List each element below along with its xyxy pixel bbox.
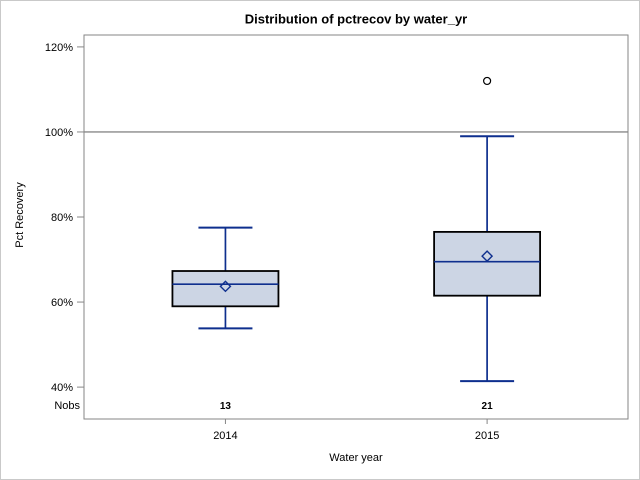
nobs-row-label: Nobs [54,400,80,412]
y-axis-title: Pct Recovery [14,182,26,248]
plot-frame [83,34,629,420]
outlier-marker-2015 [483,76,492,86]
y-tick-label: 60% [51,297,73,309]
x-tick-label-2015: 2015 [475,430,499,442]
y-tick-label: 100% [45,127,73,139]
nobs-value-2014: 13 [220,401,232,412]
mean-marker-2014 [219,280,232,293]
x-axis-title: Water year [329,452,383,464]
chart-title: Distribution of pctrecov by water_yr [244,11,468,27]
box-2014 [171,270,280,308]
y-tick-label: 80% [51,212,73,224]
box-2015 [433,230,542,297]
y-tick-label: 40% [51,382,73,394]
y-tick-label: 120% [45,42,73,54]
mean-marker-2015 [481,250,494,263]
nobs-value-2015: 21 [482,401,494,412]
x-tick-label-2014: 2014 [213,430,237,442]
